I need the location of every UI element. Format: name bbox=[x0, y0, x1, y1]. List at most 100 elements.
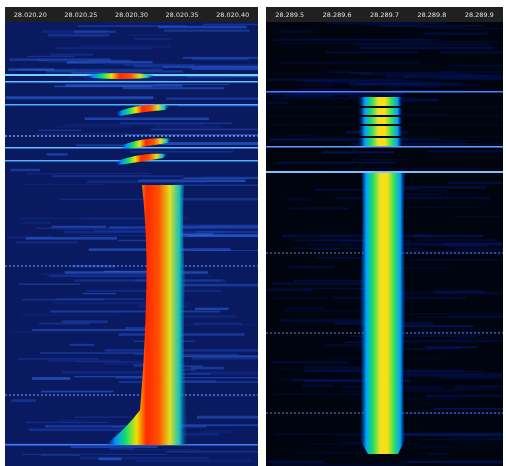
noise-streak bbox=[154, 125, 222, 129]
noise-streak bbox=[302, 384, 334, 388]
scale-label: 28.020.20 bbox=[14, 11, 47, 19]
noise-streak bbox=[103, 22, 194, 24]
noise-streak bbox=[414, 234, 484, 237]
noise-streak bbox=[118, 239, 157, 242]
noise-streak bbox=[362, 313, 503, 316]
noise-streak bbox=[18, 58, 68, 61]
noise-streak bbox=[15, 241, 78, 244]
noise-streak bbox=[448, 64, 503, 67]
noise-streak bbox=[416, 239, 497, 242]
noise-streak bbox=[395, 193, 443, 196]
noise-streak bbox=[451, 215, 503, 218]
noise-streak bbox=[359, 46, 494, 50]
noise-streak bbox=[151, 128, 258, 131]
noise-streak bbox=[276, 378, 392, 380]
noise-streak bbox=[441, 70, 503, 73]
noise-streak bbox=[275, 433, 384, 436]
noise-streak bbox=[48, 33, 110, 37]
noise-streak bbox=[136, 459, 251, 463]
noise-streak bbox=[389, 433, 503, 437]
noise-streak bbox=[76, 361, 141, 363]
noise-streak bbox=[266, 101, 289, 105]
noise-streak bbox=[49, 53, 94, 56]
noise-streak bbox=[54, 126, 132, 128]
noise-streak bbox=[296, 83, 334, 86]
scale-label: 28.289.7 bbox=[370, 11, 399, 19]
noise-streak bbox=[66, 61, 153, 64]
noise-streak bbox=[267, 460, 325, 464]
noise-streak bbox=[95, 62, 174, 64]
noise-streak bbox=[94, 75, 258, 77]
noise-streak bbox=[196, 415, 258, 419]
noise-streak bbox=[54, 85, 152, 88]
noise-streak bbox=[327, 167, 478, 170]
noise-streak bbox=[26, 421, 108, 424]
noise-streak bbox=[193, 322, 242, 326]
noise-streak bbox=[350, 335, 475, 338]
noise-streak bbox=[122, 87, 225, 90]
noise-streak bbox=[446, 143, 503, 146]
noise-streak bbox=[429, 244, 503, 247]
noise-streak bbox=[189, 275, 213, 277]
noise-streak bbox=[384, 84, 440, 88]
noise-streak bbox=[109, 448, 135, 450]
noise-streak bbox=[11, 399, 36, 403]
noise-streak bbox=[104, 348, 258, 352]
noise-streak bbox=[160, 142, 258, 145]
noise-streak bbox=[84, 117, 209, 121]
noise-streak bbox=[303, 366, 370, 370]
noise-streak bbox=[28, 428, 157, 431]
noise-streak bbox=[325, 22, 447, 24]
noise-streak bbox=[274, 296, 328, 299]
scale-label: 28.289.5 bbox=[275, 11, 304, 19]
noise-streak bbox=[71, 72, 107, 74]
noise-streak bbox=[277, 161, 396, 164]
noise-streak bbox=[392, 89, 464, 92]
noise-streak bbox=[439, 376, 503, 380]
noise-streak bbox=[440, 51, 503, 55]
noise-streak bbox=[79, 44, 171, 48]
noise-streak bbox=[314, 188, 384, 191]
noise-streak bbox=[434, 290, 485, 293]
noise-streak bbox=[311, 248, 339, 250]
noise-streak bbox=[26, 237, 118, 240]
noise-streak bbox=[48, 274, 158, 278]
noise-streak bbox=[361, 24, 425, 26]
noise-streak bbox=[355, 397, 462, 400]
noise-streak bbox=[124, 134, 258, 136]
noise-streak bbox=[98, 457, 122, 461]
noise-streak bbox=[374, 243, 463, 246]
noise-streak bbox=[419, 190, 449, 192]
noise-streak bbox=[357, 83, 421, 86]
noise-streak bbox=[331, 71, 454, 73]
noise-streak bbox=[277, 368, 303, 370]
noise-streak bbox=[158, 25, 247, 29]
noise-streak bbox=[61, 370, 183, 374]
noise-streak bbox=[280, 62, 420, 64]
noise-streak bbox=[183, 177, 258, 179]
noise-streak bbox=[400, 461, 503, 463]
noise-streak bbox=[181, 315, 236, 318]
scale-labels: 28.020.20 28.020.25 28.020.30 28.020.35 28.0… bbox=[14, 11, 494, 19]
noise-streak bbox=[299, 88, 347, 90]
noise-streak bbox=[115, 376, 258, 379]
noise-streak bbox=[349, 72, 372, 74]
noise-streak bbox=[433, 407, 503, 410]
noise-streak bbox=[279, 29, 314, 33]
noise-streak bbox=[70, 446, 158, 449]
noise-streak bbox=[105, 63, 130, 66]
noise-streak bbox=[447, 245, 490, 248]
noise-streak bbox=[430, 90, 503, 92]
noise-streak bbox=[403, 206, 483, 209]
noise-streak bbox=[38, 129, 82, 132]
noise-streak bbox=[269, 138, 409, 141]
noise-streak bbox=[425, 394, 503, 398]
noise-streak bbox=[403, 348, 461, 350]
noise-streak bbox=[302, 39, 441, 41]
noise-streak bbox=[163, 355, 258, 358]
noise-streak bbox=[188, 249, 258, 251]
noise-streak bbox=[443, 192, 479, 195]
noise-streak bbox=[50, 310, 220, 313]
noise-streak bbox=[8, 68, 55, 71]
noise-streak bbox=[18, 283, 81, 285]
